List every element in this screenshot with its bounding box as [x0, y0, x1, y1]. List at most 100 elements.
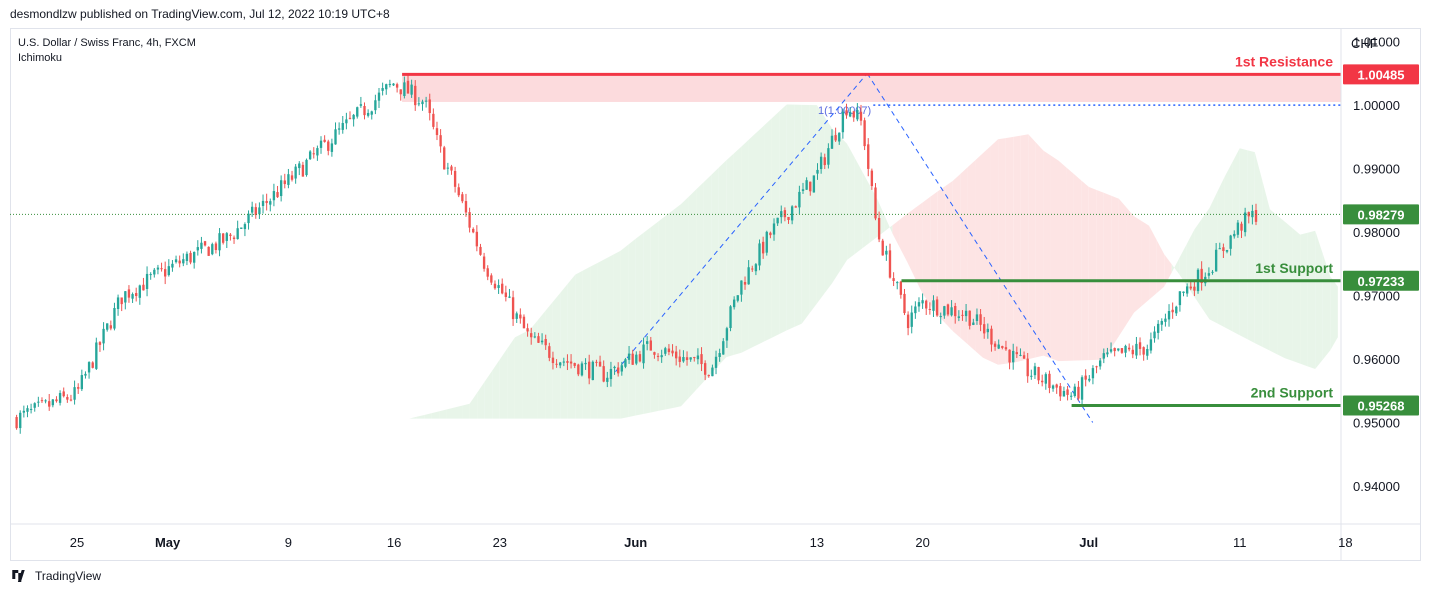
cloud-segment: [1262, 180, 1270, 351]
candle-body: [290, 175, 294, 180]
candle-body: [693, 357, 696, 359]
candle-body: [399, 89, 402, 95]
candle-body: [1153, 331, 1156, 339]
candle-body: [106, 323, 109, 330]
chart-legend: U.S. Dollar / Swiss Franc, 4h, FXCM Ichi…: [18, 36, 196, 66]
candle-body: [881, 240, 884, 256]
candle-body: [417, 103, 421, 105]
candle-body: [867, 144, 870, 169]
candle-body: [986, 328, 990, 333]
candle-body: [319, 140, 323, 148]
candle-body: [475, 231, 479, 247]
cloud-segment: [1164, 254, 1172, 287]
candle-body: [225, 233, 228, 241]
cloud-segment: [1179, 243, 1187, 286]
candle-body: [421, 101, 424, 105]
candle-body: [689, 357, 692, 360]
candle-body: [479, 246, 482, 255]
time-tick-label: May: [155, 535, 181, 550]
candle-body: [182, 259, 185, 264]
cloud-segment: [771, 111, 780, 338]
candle-body: [1233, 233, 1236, 237]
candle-body: [910, 312, 913, 327]
cloud-segment: [733, 146, 742, 355]
candle-body: [725, 328, 729, 341]
candle-body: [508, 296, 511, 298]
cloud-segment: [492, 359, 500, 419]
candle-body: [972, 322, 975, 325]
candle-body: [928, 308, 932, 310]
current-price-tag[interactable]: [1343, 204, 1419, 225]
candle-body: [555, 363, 558, 365]
candle-body: [283, 180, 286, 185]
candle-body: [1041, 380, 1044, 383]
candle-body: [964, 310, 968, 317]
candle-body: [841, 111, 845, 133]
candle-body: [758, 243, 761, 266]
footer[interactable]: TradingView: [10, 569, 101, 583]
level-price-label: 0.95268: [1358, 398, 1405, 413]
candle-body: [265, 200, 268, 204]
time-tick-label: 18: [1338, 535, 1352, 550]
candle-body: [424, 100, 428, 102]
candle-body: [627, 353, 631, 360]
candle-body: [1247, 212, 1250, 217]
level-price-tag[interactable]: [1343, 270, 1419, 291]
cloud-segment: [748, 132, 757, 350]
cloud-segment: [522, 329, 530, 419]
cloud-segment: [1300, 232, 1308, 367]
candle-body: [1193, 286, 1196, 291]
level-price-tag[interactable]: [1343, 64, 1419, 85]
cloud-segment: [1058, 160, 1067, 362]
cloud-segment: [862, 171, 870, 249]
candle-body: [511, 297, 515, 320]
candle-body: [580, 363, 584, 376]
candle-body: [316, 148, 319, 156]
candle-body: [171, 263, 174, 268]
candle-body: [348, 117, 352, 119]
cloud-segment: [665, 209, 674, 410]
candle-body: [1019, 354, 1022, 356]
candle-body: [1124, 345, 1127, 353]
candle-body: [874, 187, 877, 219]
symbol-title: U.S. Dollar / Swiss Franc, 4h, FXCM: [18, 37, 196, 49]
candle-body: [156, 267, 160, 270]
cloud-segment: [1005, 136, 1014, 364]
candle-body: [1080, 377, 1084, 400]
candle-body: [493, 283, 497, 289]
candle-body: [308, 151, 312, 160]
time-tick-label: 20: [915, 535, 929, 550]
cloud-segment: [786, 104, 795, 331]
candle-body: [798, 191, 801, 208]
candle-body: [203, 241, 207, 246]
candle-body: [877, 217, 881, 240]
candle-body: [1088, 378, 1091, 381]
candle-body: [609, 368, 613, 380]
candle-body: [544, 339, 547, 346]
candle-body: [617, 367, 620, 374]
cloud-segment: [658, 215, 666, 411]
cloud-segment: [907, 208, 916, 279]
candle-body: [269, 201, 272, 205]
footer-brand: TradingView: [35, 569, 102, 583]
candle-body: [682, 357, 685, 362]
level-price-tag[interactable]: [1343, 395, 1419, 416]
tradingview-logo-icon: [12, 570, 25, 582]
candle-body: [22, 410, 26, 413]
candle-body: [482, 256, 486, 269]
candle-body: [711, 367, 714, 377]
candle-body: [812, 175, 816, 193]
candle-body: [124, 291, 127, 303]
candle-body: [1073, 386, 1076, 396]
cloud-segment: [454, 405, 463, 419]
candle-body: [754, 264, 758, 272]
cloud-segment: [779, 104, 787, 335]
candle-body: [276, 192, 279, 198]
candle-body: [236, 228, 239, 240]
cloud-segment: [1073, 173, 1082, 361]
cloud-segment: [469, 392, 478, 419]
candle-body: [957, 316, 961, 318]
candle-body: [1254, 210, 1258, 222]
candle-body: [113, 307, 116, 329]
